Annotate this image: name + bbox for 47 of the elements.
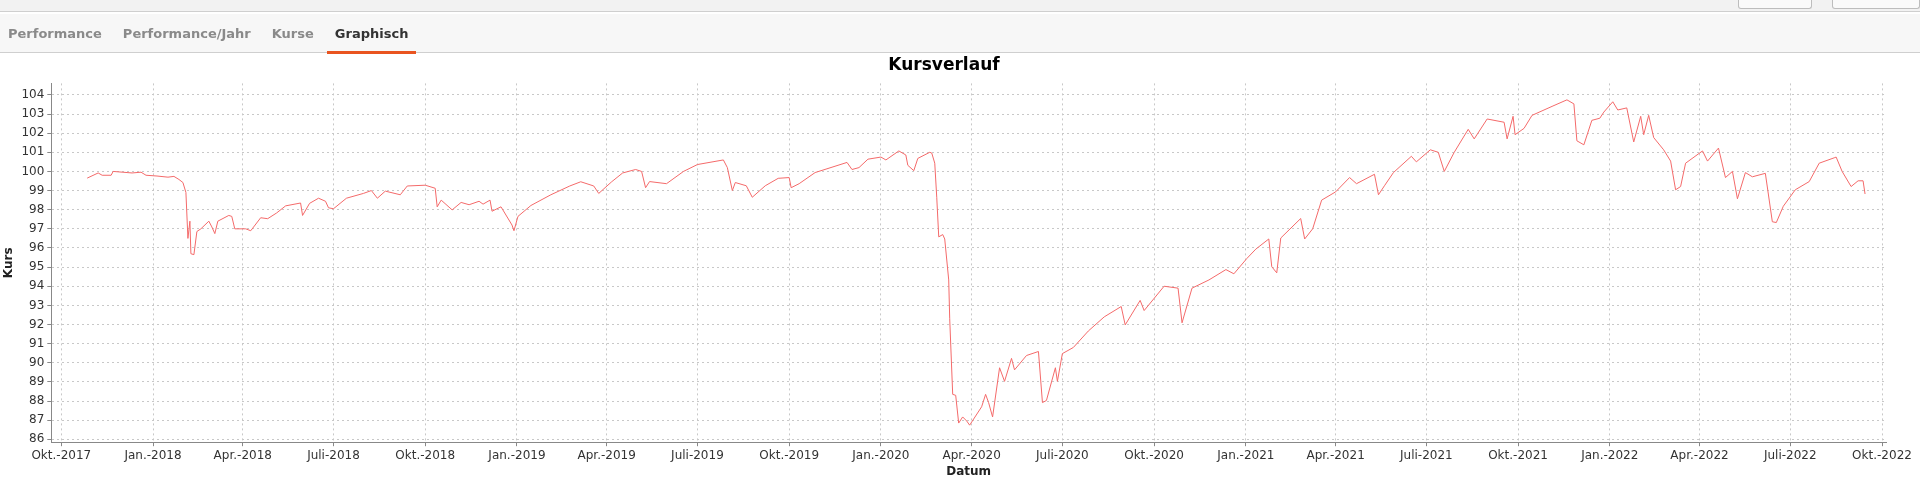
text: Performance/Jahr <box>122 26 251 41</box>
x-tick-label: Apr.-2022 <box>1670 447 1729 462</box>
y-tick-label: 92 <box>29 316 45 331</box>
x-tick-label: Jan.-2022 <box>1580 447 1639 462</box>
x-tick-label: Okt.-2020 <box>1124 447 1185 462</box>
y-tick-label: 87 <box>29 412 45 427</box>
x-tick-label: Okt.-2019 <box>759 447 820 462</box>
x-tick-label: Apr.-2020 <box>942 447 1001 462</box>
x-tick-label: Juli-2020 <box>1035 447 1089 462</box>
y-tick-label: 99 <box>29 182 45 197</box>
y-tick-label: 86 <box>29 431 45 446</box>
y-tick-label: 103 <box>21 106 45 121</box>
x-tick-label: Okt.-2022 <box>1852 447 1912 462</box>
x-tick-label: Apr.-2018 <box>213 447 272 462</box>
y-tick-label: 98 <box>29 201 45 216</box>
y-tick-label: 88 <box>29 393 45 408</box>
x-tick-label: Juli-2021 <box>1398 447 1453 462</box>
x-tick-label: Jan.-2021 <box>1216 447 1275 462</box>
y-tick-label: 89 <box>29 374 45 389</box>
x-tick-label: Okt.-2018 <box>395 447 456 462</box>
chart-title: Kursverlauf <box>888 53 1001 74</box>
x-tick-label: Jan.-2020 <box>851 447 910 462</box>
y-tick-label: 97 <box>29 220 45 235</box>
y-tick-label: 96 <box>29 240 45 255</box>
x-tick-label: Apr.-2021 <box>1306 447 1365 462</box>
x-tick-label: Jan.-2019 <box>487 447 546 462</box>
y-axis-title: Kurs <box>1 247 16 279</box>
x-tick-label: Okt.-2017 <box>31 447 92 462</box>
x-tick-label: Apr.-2019 <box>577 447 636 462</box>
x-axis-title: Datum <box>946 463 992 478</box>
x-tick-label: Juli-2022 <box>1762 447 1817 462</box>
y-tick-label: 93 <box>29 297 45 312</box>
y-tick-label: 90 <box>29 354 45 369</box>
x-tick-label: Okt.-2021 <box>1488 447 1548 462</box>
y-tick-label: 102 <box>21 125 45 140</box>
x-tick-label: Juli-2019 <box>670 447 724 462</box>
x-tick-label: Juli-2018 <box>306 447 360 462</box>
y-tick-label: 94 <box>29 278 45 293</box>
y-tick-label: 91 <box>29 335 45 350</box>
text: Graphisch <box>334 26 409 41</box>
text: Kurse <box>271 26 314 41</box>
x-tick-label: Jan.-2018 <box>123 447 182 462</box>
text: Performance <box>8 26 102 41</box>
y-tick-label: 100 <box>21 163 45 178</box>
y-tick-label: 101 <box>21 144 45 159</box>
y-tick-label: 104 <box>21 87 45 102</box>
y-tick-label: 95 <box>29 259 45 274</box>
